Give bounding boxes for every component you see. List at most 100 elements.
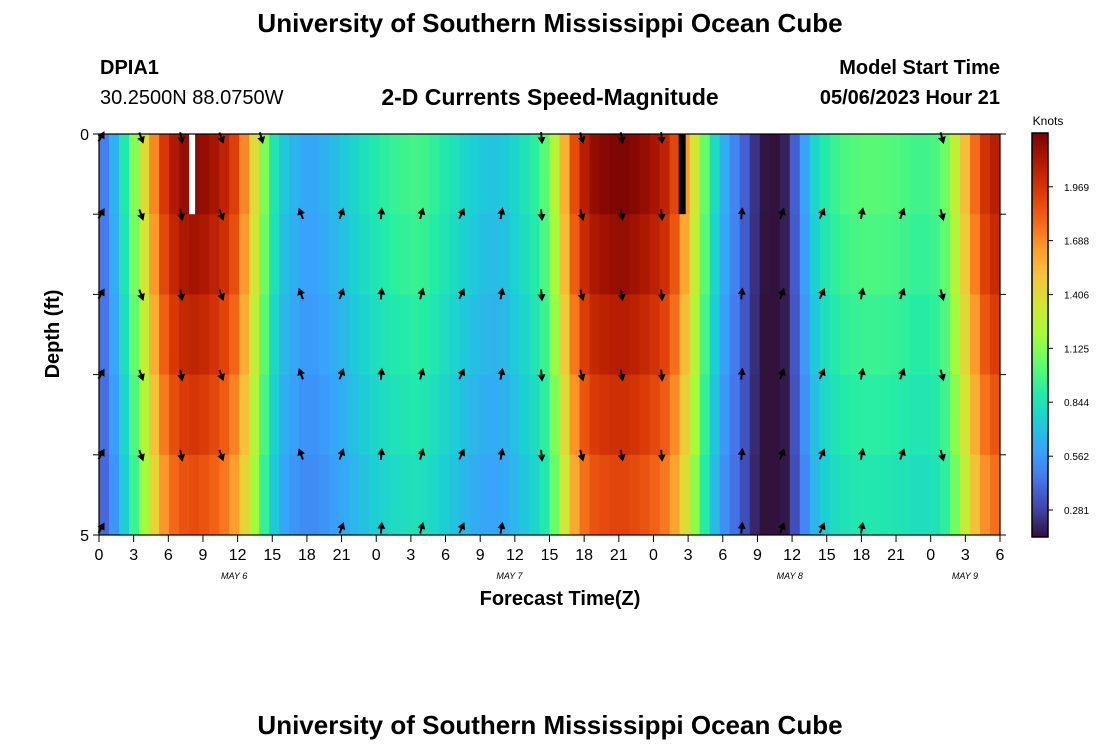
heatmap-cell [949, 134, 961, 215]
x-tick-label: 3 [406, 547, 415, 564]
heatmap-cell [789, 214, 801, 295]
heatmap-cell [299, 134, 310, 215]
current-arrow [857, 521, 866, 534]
arrow-head [417, 448, 426, 456]
heatmap-cell [839, 294, 851, 376]
heatmap-cell [619, 214, 631, 295]
heatmap-cell [499, 374, 511, 456]
arrow-head [297, 448, 305, 457]
heatmap-cell [389, 134, 400, 215]
heatmap-cell [249, 294, 260, 376]
heatmap-cell [649, 454, 661, 535]
current-arrow [737, 521, 746, 534]
heatmap-cell [809, 294, 821, 376]
heatmap-cell [849, 454, 861, 535]
current-arrow [297, 368, 305, 380]
heatmap-cell [569, 214, 581, 295]
heatmap-cell [759, 214, 771, 295]
heatmap-cell [829, 454, 841, 535]
arrow-head [537, 454, 546, 462]
heatmap-cell [629, 454, 641, 535]
heatmap-cell [259, 214, 270, 295]
heatmap-cell [219, 454, 230, 535]
heatmap-cell [969, 134, 981, 215]
heatmap-cell [219, 374, 230, 456]
heatmap-cell [989, 374, 1000, 456]
heatmap-cell [439, 294, 450, 376]
heatmap-cell [249, 454, 260, 535]
arrow-head [177, 213, 186, 222]
heatmap-cell [859, 214, 871, 295]
current-arrow [537, 449, 546, 462]
current-arrow [457, 207, 466, 220]
heatmap-cell [529, 214, 541, 295]
heatmap-cell [359, 374, 370, 456]
heatmap-cell [839, 214, 851, 295]
heatmap-cell [699, 454, 711, 535]
heatmap-cell [379, 134, 390, 215]
heatmap-cell [139, 454, 150, 535]
arrow-head [497, 367, 506, 376]
heatmap-cell [689, 374, 701, 456]
heatmap-cell [719, 134, 731, 215]
heatmap-cell [729, 374, 741, 456]
heatmap-cell [979, 294, 991, 376]
heatmap-cell [519, 134, 531, 215]
heatmap-cell [649, 294, 661, 376]
current-arrow [377, 207, 386, 220]
heatmap-cell [259, 134, 270, 215]
heatmap-cell [969, 374, 981, 456]
heatmap-cell [739, 294, 751, 376]
heatmap-cell [979, 374, 991, 456]
heatmap-cell [299, 294, 310, 376]
current-arrow [497, 207, 506, 220]
colorbar-title: Knots [1033, 114, 1064, 128]
heatmap-cell [349, 454, 360, 535]
heatmap-cell [319, 294, 330, 376]
current-arrow [657, 209, 666, 222]
heatmap-cell [899, 134, 911, 215]
heatmap-cell [819, 454, 831, 535]
arrow-head [377, 367, 386, 375]
heatmap-cell [349, 294, 360, 376]
heatmap-cell [129, 294, 140, 376]
arrow-head [778, 368, 786, 376]
heatmap-cell [459, 134, 471, 215]
heatmap-cell [99, 374, 110, 456]
current-arrows [97, 131, 946, 534]
heatmap-cell [419, 214, 430, 295]
heatmap-cell [919, 214, 931, 295]
heatmap-cell [969, 214, 981, 295]
heatmap-cell [669, 294, 681, 376]
heatmap-cell [789, 134, 801, 215]
current-arrow [457, 448, 466, 460]
heatmap-cell [389, 454, 400, 535]
heatmap-cell [419, 374, 430, 456]
heatmap-cell [549, 374, 561, 456]
heatmap-cell [189, 374, 200, 456]
heatmap-cell [809, 454, 821, 535]
heatmap-cell [229, 134, 240, 215]
heatmap-cell [129, 214, 140, 295]
heatmap-cell [609, 374, 621, 456]
arrow-head [417, 521, 426, 530]
heatmap-cell [929, 294, 941, 376]
heatmap-cell [249, 214, 260, 295]
current-arrow [577, 289, 586, 302]
current-arrow [657, 132, 666, 145]
heatmap-cell [889, 374, 901, 456]
heatmap-cell [719, 374, 731, 456]
heatmap-cell [369, 294, 380, 376]
heatmap-cell [299, 454, 310, 535]
heatmap-cell [109, 214, 120, 295]
heatmap-cell [289, 454, 300, 535]
heatmap-cell [169, 134, 180, 215]
heatmap-cell [489, 454, 501, 535]
heatmap-cell [439, 374, 450, 456]
x-tick-label: 18 [298, 547, 316, 564]
heatmap-cell [909, 214, 921, 295]
heatmap-cell [369, 134, 380, 215]
heatmap-cell [539, 134, 551, 215]
arrow-head [657, 213, 666, 222]
arrow-head [217, 212, 225, 221]
